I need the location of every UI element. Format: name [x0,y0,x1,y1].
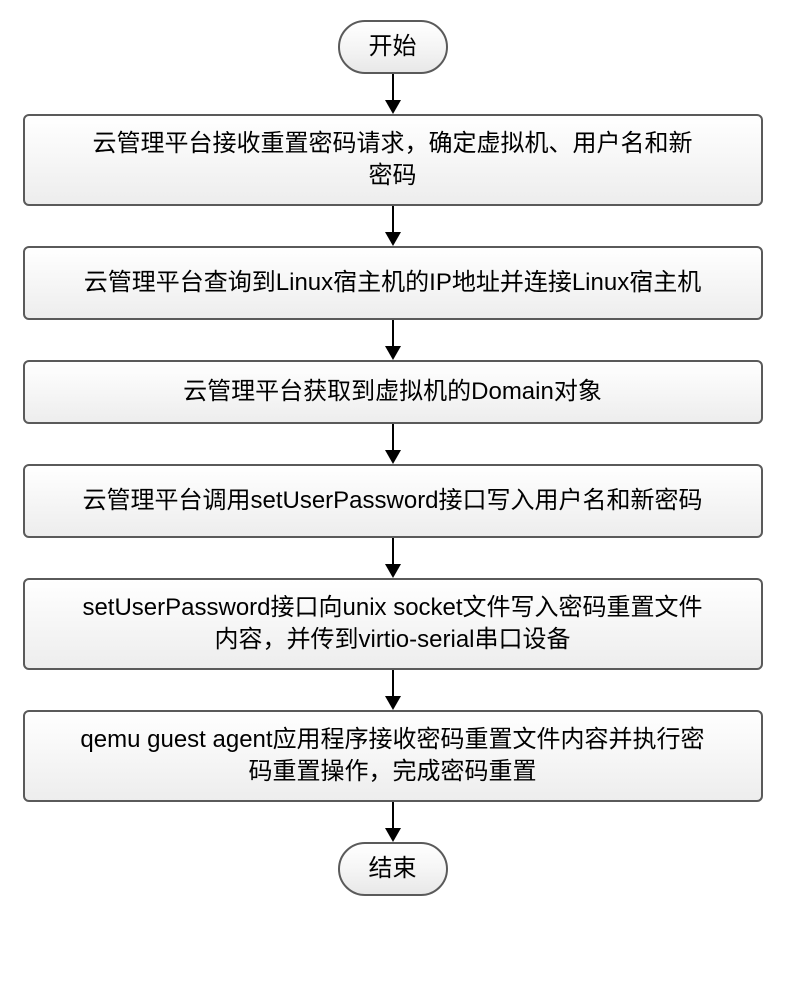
process-step-6: qemu guest agent应用程序接收密码重置文件内容并执行密 码重置操作… [23,710,763,802]
arrow-icon [392,320,394,360]
process-label: 云管理平台接收重置密码请求，确定虚拟机、用户名和新 密码 [93,128,693,193]
start-node: 开始 [338,20,448,74]
process-label: 云管理平台调用setUserPassword接口写入用户名和新密码 [82,485,702,517]
end-label: 结束 [369,853,417,885]
process-step-5: setUserPassword接口向unix socket文件写入密码重置文件 … [23,578,763,670]
end-node: 结束 [338,842,448,896]
process-label: qemu guest agent应用程序接收密码重置文件内容并执行密 码重置操作… [80,724,704,789]
process-label: 云管理平台查询到Linux宿主机的IP地址并连接Linux宿主机 [84,267,701,299]
process-step-1: 云管理平台接收重置密码请求，确定虚拟机、用户名和新 密码 [23,114,763,206]
process-step-2: 云管理平台查询到Linux宿主机的IP地址并连接Linux宿主机 [23,246,763,320]
arrow-icon [392,670,394,710]
process-label: 云管理平台获取到虚拟机的Domain对象 [183,376,602,408]
start-label: 开始 [369,31,417,63]
arrow-icon [392,802,394,842]
arrow-icon [392,538,394,578]
process-label: setUserPassword接口向unix socket文件写入密码重置文件 … [82,592,702,657]
arrow-icon [392,74,394,114]
arrow-icon [392,424,394,464]
flowchart-container: 开始 云管理平台接收重置密码请求，确定虚拟机、用户名和新 密码 云管理平台查询到… [13,20,773,896]
process-step-4: 云管理平台调用setUserPassword接口写入用户名和新密码 [23,464,763,538]
process-step-3: 云管理平台获取到虚拟机的Domain对象 [23,360,763,424]
arrow-icon [392,206,394,246]
